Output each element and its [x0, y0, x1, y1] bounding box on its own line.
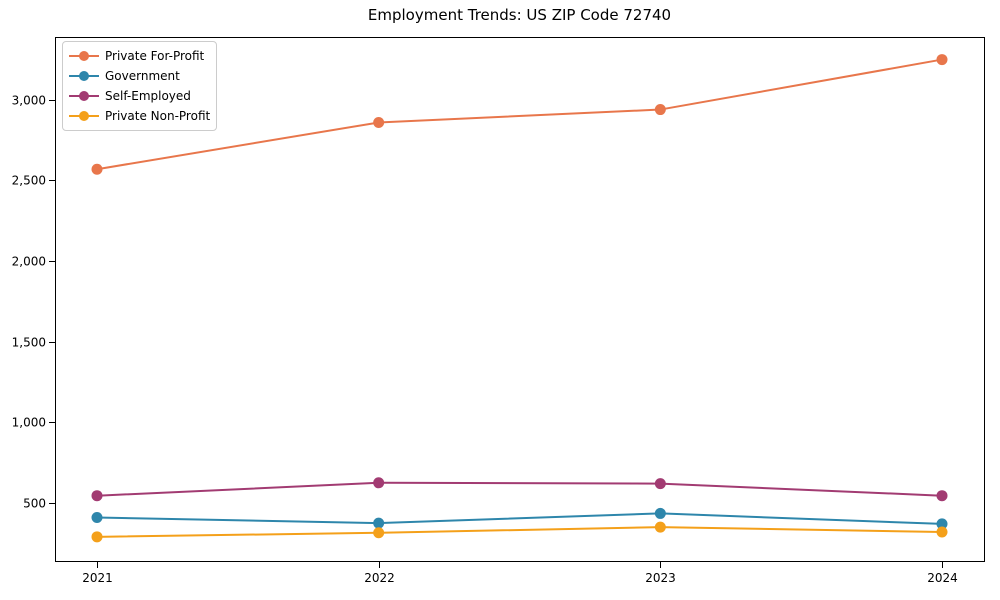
- series-line-self-employed: [96, 481, 943, 497]
- data-point-self-employed: [936, 490, 948, 502]
- series-line-government: [96, 512, 943, 525]
- y-tick-label: 1,500: [12, 336, 46, 350]
- data-point-private-non-profit: [654, 521, 666, 533]
- data-point-government: [91, 511, 103, 523]
- legend-item-self-employed: Self-Employed: [69, 86, 210, 106]
- y-tick-label: 3,000: [12, 94, 46, 108]
- series-line-private-non-profit: [96, 526, 943, 538]
- plot-border: [55, 37, 985, 562]
- y-tick-label: 2,000: [12, 255, 46, 269]
- data-point-private-for-profit: [654, 104, 666, 116]
- data-point-private-non-profit: [373, 527, 385, 539]
- legend-item-private-for-profit: Private For-Profit: [69, 46, 210, 66]
- data-point-private-non-profit: [936, 526, 948, 538]
- data-point-private-for-profit: [91, 163, 103, 175]
- data-point-government: [373, 517, 385, 529]
- data-point-government: [654, 507, 666, 519]
- legend-marker-icon: [69, 50, 99, 62]
- chart-title: Employment Trends: US ZIP Code 72740: [367, 6, 672, 24]
- legend-marker-icon: [69, 110, 99, 122]
- x-tick-label: 2023: [645, 571, 676, 585]
- legend-label: Self-Employed: [105, 89, 191, 103]
- data-point-private-for-profit: [373, 116, 385, 128]
- data-point-private-non-profit: [91, 531, 103, 543]
- data-point-self-employed: [91, 490, 103, 502]
- series-line-private-for-profit: [96, 58, 943, 171]
- data-point-self-employed: [654, 478, 666, 490]
- y-tick-label: 1,000: [12, 416, 46, 430]
- legend-label: Government: [105, 69, 180, 83]
- legend-marker-icon: [69, 70, 99, 82]
- legend-label: Private For-Profit: [105, 49, 205, 63]
- y-tick-label: 500: [23, 497, 46, 511]
- legend: Private For-Profit Government Self-Employe…: [62, 41, 218, 131]
- x-tick-label: 2024: [927, 571, 958, 585]
- x-tick-label: 2021: [82, 571, 113, 585]
- legend-marker-icon: [69, 90, 99, 102]
- y-tick-label: 2,500: [12, 174, 46, 188]
- legend-item-private-non-profit: Private Non-Profit: [69, 106, 210, 126]
- legend-item-government: Government: [69, 66, 210, 86]
- legend-label: Private Non-Profit: [105, 109, 211, 123]
- data-point-government: [936, 518, 948, 530]
- x-tick-label: 2022: [364, 571, 395, 585]
- data-point-private-for-profit: [936, 54, 948, 66]
- data-point-self-employed: [373, 477, 385, 489]
